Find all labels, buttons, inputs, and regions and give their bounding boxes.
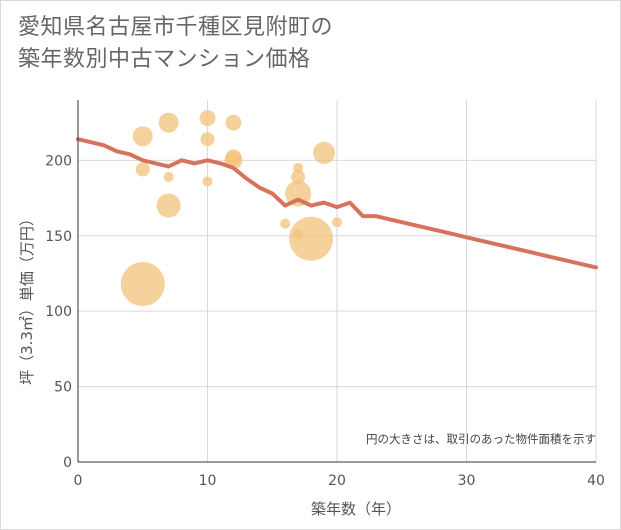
bubble-19 [313, 141, 336, 164]
x-tick-label-0: 0 [74, 473, 83, 489]
y-tick-label-50: 50 [54, 380, 72, 396]
x-axis-label: 築年数（年） [311, 500, 401, 518]
axes: 0 50 100 150 200 0 10 20 30 40 [45, 100, 605, 489]
bubble-11 [156, 193, 181, 218]
x-tick-label-20: 20 [328, 473, 346, 489]
y-tick-label-200: 200 [45, 153, 72, 169]
chart-title: 愛知県名古屋市千種区見附町の 築年数別中古マンション価格 [18, 12, 333, 76]
y-tick-label-150: 150 [45, 229, 72, 245]
average-price-line [76, 137, 598, 270]
y-tick-label-100: 100 [45, 304, 72, 320]
bubble-10 [202, 176, 213, 187]
bubble-2 [158, 112, 179, 133]
grid-lines [78, 100, 597, 462]
bubble-12 [120, 262, 165, 307]
bubble-15 [285, 180, 312, 207]
bubble-size-note: 円の大きさは、取引のあった物件面積を示す [366, 432, 596, 446]
bubble-5 [200, 132, 215, 147]
bubble-series [120, 110, 342, 307]
bubble-16 [280, 218, 291, 229]
bubble-3 [199, 110, 216, 127]
x-tick-label-10: 10 [199, 473, 217, 489]
bubble-9 [163, 171, 174, 182]
y-axis-label: 坪（3.3㎡）単価（万円） [18, 211, 36, 385]
y-tick-label-0: 0 [63, 455, 72, 471]
bubble-20 [332, 217, 342, 228]
chart-title-line-1: 愛知県名古屋市千種区見附町の [18, 15, 334, 40]
x-tick-label-30: 30 [458, 473, 476, 489]
bubble-18 [289, 216, 334, 261]
x-tick-label-40: 40 [587, 473, 605, 489]
chart-title-line-2: 築年数別中古マンション価格 [18, 47, 311, 72]
bubble-4 [225, 114, 242, 131]
bubble-13 [293, 162, 304, 173]
bubble-8 [135, 162, 150, 177]
bubble-1 [132, 126, 153, 147]
bubble-14 [291, 169, 306, 184]
average-price-polyline [76, 137, 598, 270]
